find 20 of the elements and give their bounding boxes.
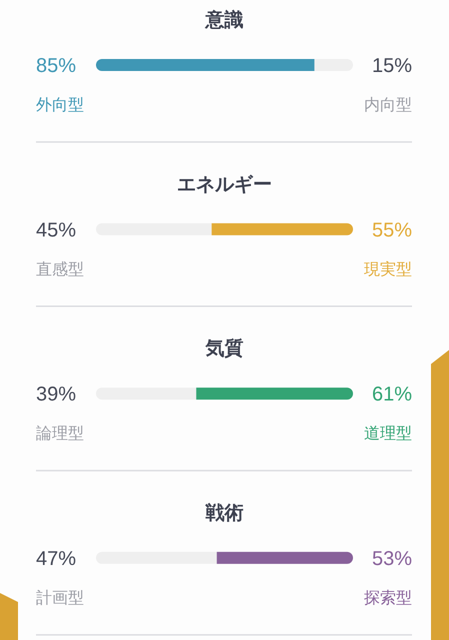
series-label: 現実型 bbox=[364, 260, 412, 278]
series-label: 外向型 bbox=[36, 97, 84, 114]
data-label: 15% bbox=[372, 55, 412, 77]
chart-title: 意識 bbox=[204, 9, 244, 31]
data-label: 45% bbox=[36, 219, 76, 242]
series-label: 論理型 bbox=[36, 424, 84, 443]
data-label: 55% bbox=[372, 219, 412, 242]
chart-title: エネルギー bbox=[177, 174, 272, 196]
series-label: 計画型 bbox=[36, 588, 84, 607]
chart-title: 気質 bbox=[204, 338, 244, 360]
data-label: 47% bbox=[36, 548, 76, 570]
series-label: 内向型 bbox=[364, 96, 412, 114]
series-label: 道理型 bbox=[364, 426, 412, 443]
data-label: 85% bbox=[36, 55, 76, 77]
data-label: 53% bbox=[372, 548, 412, 570]
data-label: 61% bbox=[372, 384, 412, 406]
chart-title: 戦術 bbox=[204, 502, 244, 524]
data-label: 39% bbox=[36, 384, 76, 406]
series-label: 直感型 bbox=[36, 260, 84, 278]
series-label: 探索型 bbox=[364, 588, 412, 607]
